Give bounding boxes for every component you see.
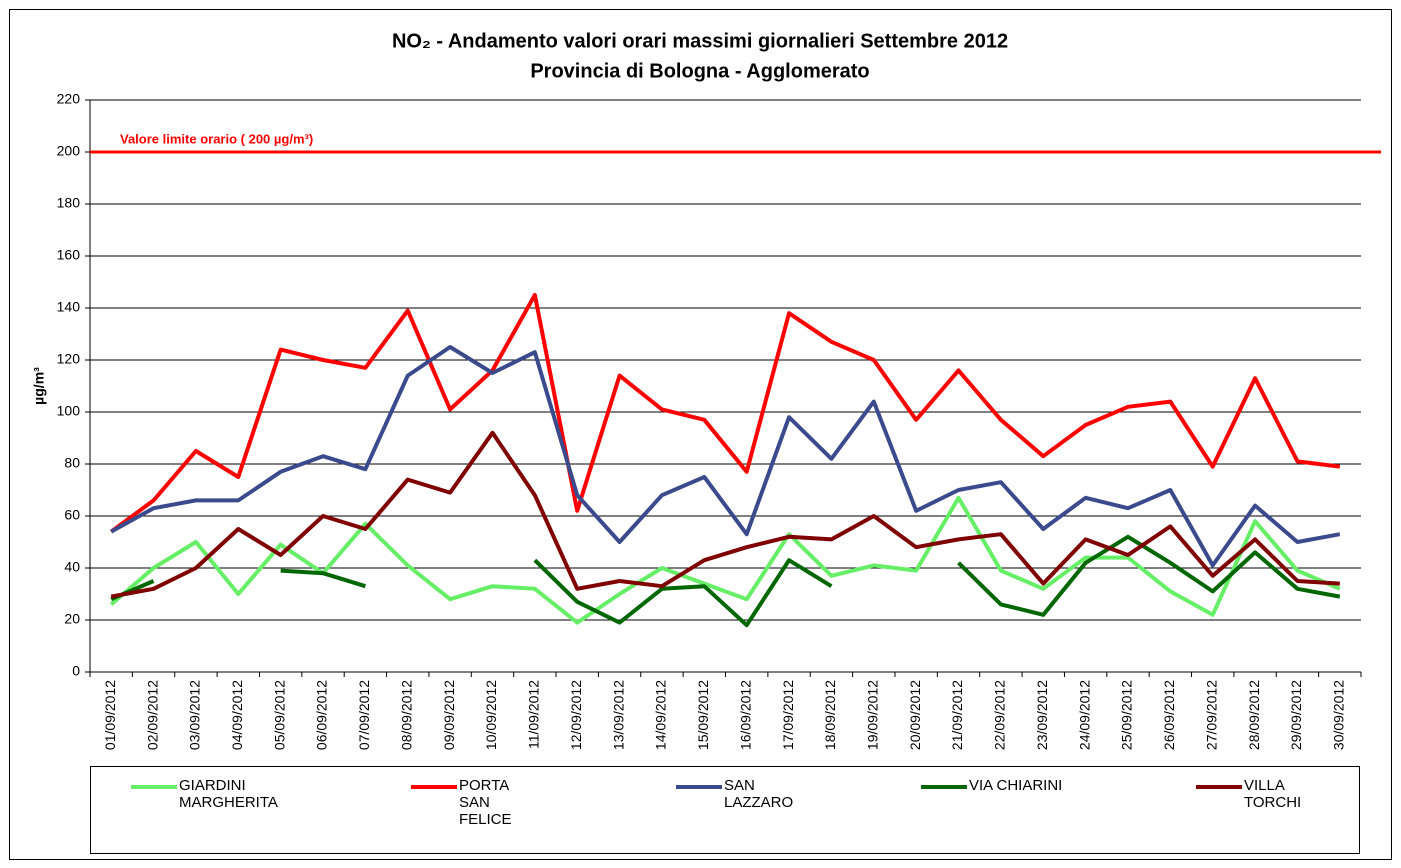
y-tick-label: 120 (57, 351, 81, 367)
x-tick-label: 10/09/2012 (483, 680, 499, 750)
chart-border (9, 9, 1392, 860)
x-tick-label: 25/09/2012 (1119, 680, 1135, 750)
legend-item: VILLA TORCHI (1196, 777, 1354, 811)
x-tick-label: 07/09/2012 (356, 680, 372, 750)
y-tick-label: 100 (57, 403, 81, 419)
x-tick-label: 27/09/2012 (1203, 680, 1219, 750)
legend-label: SAN LAZZARO (724, 777, 794, 811)
series-line (109, 293, 1341, 534)
x-tick-label: 18/09/2012 (822, 680, 838, 750)
x-tick-label: 28/09/2012 (1246, 680, 1262, 750)
legend-swatch (1196, 785, 1242, 789)
y-tick-label: 160 (57, 247, 81, 263)
x-tick-label: 21/09/2012 (949, 680, 965, 750)
chart-title: NO₂ - Andamento valori orari massimi gio… (392, 30, 1008, 52)
x-tick-label: 04/09/2012 (229, 680, 245, 750)
legend-swatch (921, 785, 967, 789)
x-tick-label: 08/09/2012 (398, 680, 414, 750)
y-tick-label: 0 (72, 663, 80, 679)
x-tick-label: 06/09/2012 (314, 680, 330, 750)
x-tick-label: 19/09/2012 (864, 680, 880, 750)
series-line (109, 495, 1341, 625)
x-tick-label: 11/09/2012 (526, 680, 542, 749)
y-tick-label: 80 (64, 455, 80, 471)
x-tick-label: 09/09/2012 (441, 680, 457, 750)
x-tick-label: 26/09/2012 (1161, 680, 1177, 750)
x-tick-label: 29/09/2012 (1288, 680, 1304, 750)
series-line (110, 430, 1340, 599)
legend: GIARDINI MARGHERITA PORTA SAN FELICE SAN L… (90, 766, 1360, 854)
x-tick-label: 05/09/2012 (271, 680, 287, 750)
legend-label: VIA CHIARINI (969, 777, 1063, 794)
legend-item: GIARDINI MARGHERITA (131, 777, 289, 811)
x-tick-label: 20/09/2012 (907, 680, 923, 750)
x-tick-label: 01/09/2012 (102, 680, 118, 750)
legend-label: PORTA SAN FELICE (459, 777, 512, 828)
y-tick-label: 180 (57, 195, 81, 211)
y-tick-label: 40 (64, 559, 80, 575)
y-tick-label: 60 (64, 507, 80, 523)
x-tick-label: 30/09/2012 (1331, 680, 1347, 750)
y-axis-label: µg/m³ (31, 367, 47, 405)
x-tick-label: 22/09/2012 (992, 680, 1008, 750)
legend-swatch (676, 785, 722, 789)
y-tick-label: 200 (57, 143, 81, 159)
x-tick-label: 24/09/2012 (1076, 680, 1092, 750)
x-tick-label: 16/09/2012 (737, 680, 753, 750)
x-tick-label: 02/09/2012 (144, 680, 160, 750)
legend-swatch (131, 785, 177, 789)
x-tick-label: 14/09/2012 (653, 680, 669, 750)
y-tick-label: 140 (57, 299, 81, 315)
legend-swatch (411, 785, 457, 789)
series-line (110, 345, 1341, 568)
x-tick-label: 03/09/2012 (187, 680, 203, 750)
legend-item: PORTA SAN FELICE (411, 777, 569, 828)
series-line (110, 534, 1341, 628)
x-tick-label: 23/09/2012 (1034, 680, 1050, 750)
x-tick-label: 12/09/2012 (568, 680, 584, 750)
legend-label: VILLA TORCHI (1244, 777, 1302, 811)
x-tick-label: 15/09/2012 (695, 680, 711, 750)
legend-item: VIA CHIARINI (921, 777, 1129, 794)
y-tick-label: 20 (64, 611, 80, 627)
legend-item: SAN LAZZARO (676, 777, 834, 811)
chart-subtitle: Provincia di Bologna - Agglomerato (530, 60, 869, 82)
limit-label: Valore limite orario ( 200 µg/m³) (120, 131, 313, 146)
y-tick-label: 220 (57, 91, 81, 107)
x-tick-label: 13/09/2012 (610, 680, 626, 750)
x-tick-label: 17/09/2012 (780, 680, 796, 750)
legend-label: GIARDINI MARGHERITA (179, 777, 278, 811)
